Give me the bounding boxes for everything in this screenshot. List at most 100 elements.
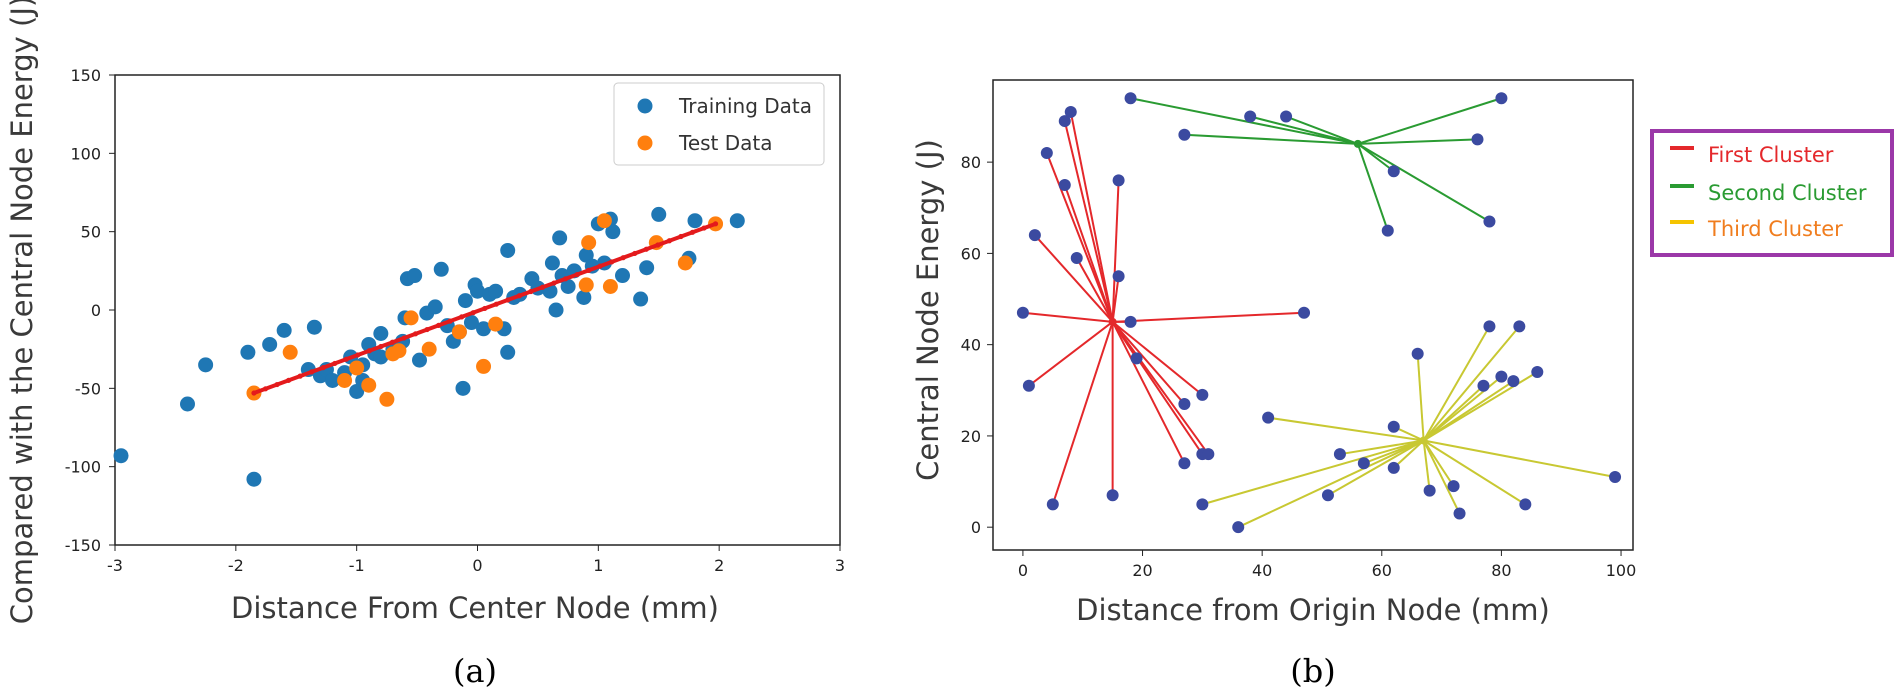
a-legend-box xyxy=(613,82,825,166)
a-training-point xyxy=(180,396,195,412)
b-third-cluster-point xyxy=(1483,320,1496,333)
b-third-cluster-link xyxy=(1423,439,1616,478)
b-first-cluster-link xyxy=(1111,276,1120,322)
a-training-point xyxy=(476,321,492,337)
b-third-cluster-point xyxy=(1453,507,1466,520)
b-second-cluster-point xyxy=(1244,110,1257,123)
a-test-point xyxy=(602,279,618,294)
a-fit-line-marker xyxy=(678,233,684,240)
b-second-cluster-link xyxy=(1285,115,1359,145)
b-third-cluster-point xyxy=(1477,379,1490,392)
b-third-cluster-point xyxy=(1513,320,1526,333)
a-fit-line-marker xyxy=(320,365,326,371)
a-training-point xyxy=(729,213,745,229)
b-first-cluster-point xyxy=(1064,105,1077,118)
b-second-cluster-link xyxy=(1356,143,1389,231)
b-second-cluster-point xyxy=(1471,133,1484,146)
a-test-point xyxy=(476,358,492,374)
a-fit-line-marker xyxy=(366,348,372,354)
a-training-point xyxy=(639,260,655,276)
b-second-cluster-link xyxy=(1130,97,1359,145)
a-training-point xyxy=(373,349,389,365)
b-third-cluster-link xyxy=(1267,416,1424,442)
a-legend-test-marker xyxy=(637,135,653,151)
a-test-point xyxy=(379,391,395,407)
a-fit-line-marker xyxy=(620,255,626,261)
a-test-point xyxy=(596,213,612,229)
b-first-cluster-point xyxy=(1070,251,1083,264)
a-test-point xyxy=(488,316,504,332)
a-y-tick-label: 150 xyxy=(70,66,101,85)
plot-frame-b xyxy=(992,79,1634,551)
a-fit-line-marker xyxy=(262,386,269,392)
a-test-point xyxy=(282,344,298,360)
a-training-point xyxy=(246,471,262,487)
b-y-tick-label: 0 xyxy=(971,518,981,537)
a-fit-line-marker xyxy=(689,229,696,235)
b-first-cluster-point xyxy=(1058,115,1071,128)
b-third-cluster-point xyxy=(1519,498,1532,511)
b-first-cluster-link xyxy=(1028,321,1114,387)
b-first-cluster-link xyxy=(1051,321,1114,505)
b-third-cluster-point xyxy=(1387,461,1400,474)
b-first-cluster-point xyxy=(1178,397,1191,410)
a-fit-line-marker xyxy=(251,390,257,396)
b-second-cluster-point xyxy=(1387,165,1400,178)
a-training-point xyxy=(349,383,365,399)
a-training-point xyxy=(633,291,649,307)
a-training-point xyxy=(500,344,516,360)
b-first-cluster-link xyxy=(1063,184,1114,323)
caption-b: (b) xyxy=(1290,652,1335,690)
b-x-tick-label: 40 xyxy=(1252,561,1272,580)
b-third-cluster-center xyxy=(1419,436,1428,445)
a-test-point xyxy=(421,341,437,357)
b-third-cluster-point xyxy=(1321,489,1334,502)
b-y-axis-title: Central Node Energy (J) xyxy=(911,139,945,481)
a-fit-line-marker xyxy=(378,343,384,350)
b-first-cluster-link xyxy=(1111,321,1186,464)
b-x-tick-label: 80 xyxy=(1491,561,1511,580)
b-axis-ticks: 0 20 40 60 80 100 0 20 40 60 80 xyxy=(961,153,1637,580)
a-training-point xyxy=(687,213,703,229)
b-third-cluster-point xyxy=(1609,470,1622,483)
a-legend-training-label: Training Data xyxy=(678,94,812,118)
a-fit-line-marker xyxy=(332,360,338,367)
a-test-point xyxy=(578,277,594,293)
a-training-point xyxy=(457,293,473,309)
b-first-cluster-point xyxy=(1112,270,1125,283)
a-fit-line xyxy=(251,221,719,396)
a-x-tick-label: 2 xyxy=(714,556,724,575)
a-fit-line-marker xyxy=(274,381,280,388)
b-third-cluster-point xyxy=(1232,521,1245,534)
b-first-cluster-link xyxy=(1111,321,1186,405)
a-y-tick-label: -150 xyxy=(65,536,101,555)
a-fit-line-marker xyxy=(632,250,638,257)
a-legend-test-label: Test Data xyxy=(678,131,773,155)
b-first-cluster-link xyxy=(1112,311,1305,323)
a-fit-line-marker xyxy=(401,335,407,341)
a-fit-line-marker xyxy=(309,369,315,375)
a-fit-line-marker xyxy=(482,305,488,312)
b-second-cluster-link xyxy=(1357,97,1502,145)
a-training-point xyxy=(500,242,516,258)
a-fit-line-marker xyxy=(424,326,430,333)
b-first-cluster-point xyxy=(1022,379,1035,392)
a-fit-line-marker xyxy=(355,352,361,358)
a-fit-line-marker xyxy=(539,284,546,290)
a-fit-line-marker xyxy=(470,310,476,316)
a-fit-line-marker xyxy=(551,280,557,286)
b-third-cluster-point xyxy=(1447,480,1460,493)
a-test-point xyxy=(403,310,419,326)
a-y-axis-title: Compared with the Central Node Energy (J… xyxy=(5,0,39,624)
b-second-cluster-link xyxy=(1249,115,1359,145)
a-training-point xyxy=(113,448,129,464)
a-test-point xyxy=(451,324,467,340)
b-first-cluster-link xyxy=(1069,111,1114,323)
b-first-cluster-point xyxy=(1106,489,1119,502)
b-second-cluster-point xyxy=(1124,92,1137,105)
b-first-cluster-link xyxy=(1034,234,1114,323)
a-training-point xyxy=(306,319,322,335)
b-x-tick-label: 20 xyxy=(1132,561,1152,580)
a-training-point xyxy=(560,279,576,294)
a-test-point xyxy=(349,360,365,376)
